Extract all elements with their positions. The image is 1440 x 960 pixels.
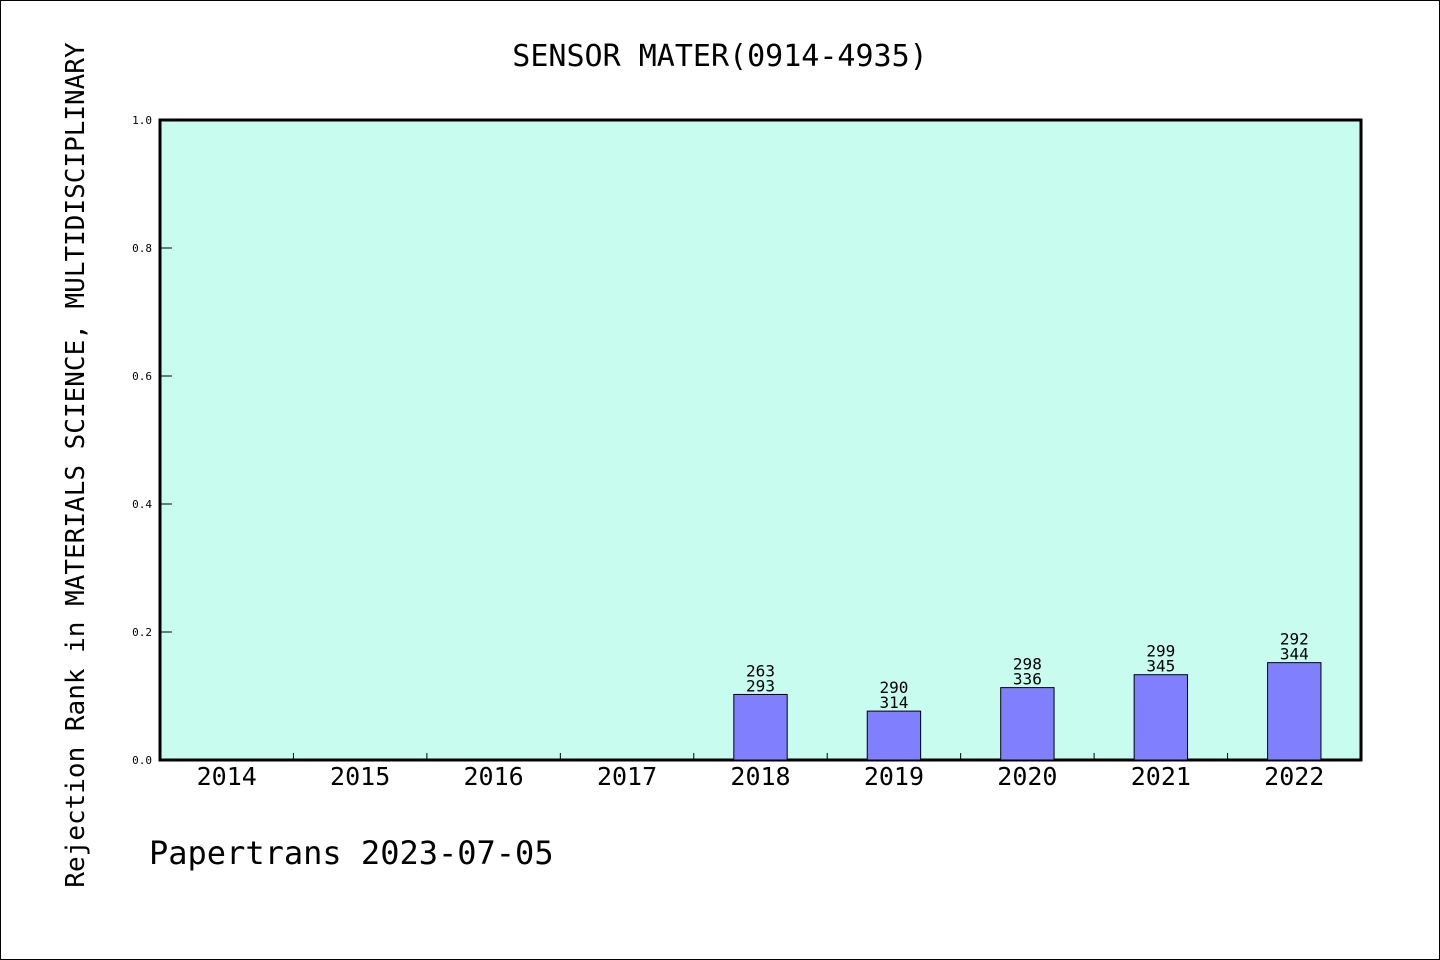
plot-area <box>158 118 1363 762</box>
y-tick-label: 1.0 <box>132 114 152 127</box>
bar-value-label: 336 <box>1013 670 1042 689</box>
y-tick-label: 0.6 <box>132 370 152 383</box>
x-tick-label: 2016 <box>464 762 524 791</box>
chart-title: SENSOR MATER(0914-4935) <box>512 39 927 74</box>
bars <box>733 662 1322 761</box>
x-ticks: 2014 2015 2016 2017 2018 2019 2020 2021 2022 <box>197 753 1324 791</box>
x-tick-label: 2018 <box>730 762 790 791</box>
x-tick-label: 2022 <box>1264 762 1324 791</box>
y-tick-label: 0.4 <box>132 498 152 511</box>
y-tick-label: 0.8 <box>132 242 152 255</box>
bar-value-label: 298 <box>1013 655 1042 674</box>
x-tick-label: 2017 <box>597 762 657 791</box>
bar-value-label: 299 <box>1146 642 1175 661</box>
x-tick-label: 2019 <box>864 762 924 791</box>
bar <box>733 693 788 761</box>
bar <box>1267 662 1322 761</box>
x-tick-label: 2015 <box>330 762 390 791</box>
footer-text: Papertrans 2023-07-05 <box>149 834 554 872</box>
bar-value-label: 293 <box>746 676 775 695</box>
bar <box>1133 674 1189 761</box>
bar-value-label: 263 <box>746 661 775 680</box>
y-ticks: 0.0 0.2 0.4 0.6 0.8 1.0 <box>132 114 172 767</box>
bar-value-label: 345 <box>1146 657 1175 676</box>
y-tick-label: 0.2 <box>132 626 152 639</box>
y-axis-label: Rejection Rank in MATERIALS SCIENCE, MUL… <box>61 42 91 888</box>
bar <box>866 710 922 761</box>
x-tick-label: 2014 <box>197 762 257 791</box>
x-tick-label: 2020 <box>997 762 1057 791</box>
bar-value-label: 314 <box>879 693 908 712</box>
bar-value-label: 344 <box>1280 645 1309 664</box>
bar <box>1000 687 1055 761</box>
bar-value-label: 292 <box>1280 630 1309 649</box>
bar-value-label: 290 <box>879 678 908 697</box>
y-tick-label: 0.0 <box>132 754 152 767</box>
x-tick-label: 2021 <box>1131 762 1191 791</box>
